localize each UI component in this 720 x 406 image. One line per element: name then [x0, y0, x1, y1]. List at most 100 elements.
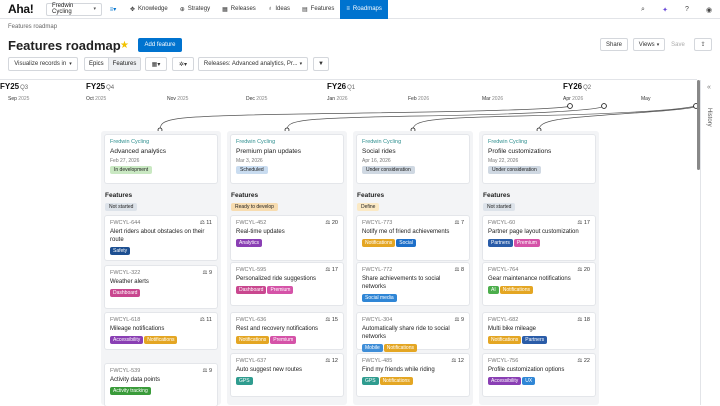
feature-name: Multi bike mileage: [488, 326, 537, 332]
feature-tag[interactable]: Premium: [267, 286, 294, 294]
feature-tag[interactable]: Notifications: [236, 336, 270, 344]
feature-card[interactable]: FWCYL-485 ⚖ 12 Find my friends while ridin…: [357, 354, 469, 396]
favorite-star-icon[interactable]: ★: [120, 40, 129, 51]
feature-card[interactable]: FWCYL-304 ⚖ 9 Automatically share ride to …: [357, 313, 469, 352]
workspace-selector[interactable]: Fredwin Cycling ▾: [46, 2, 102, 16]
nav-strategy[interactable]: ⊕ Strategy: [174, 0, 216, 19]
feature-tag[interactable]: GPS: [362, 377, 379, 385]
month-year: 2026: [492, 96, 504, 102]
vertical-scrollbar[interactable]: [697, 80, 700, 170]
help-icon[interactable]: ?: [685, 6, 689, 13]
filter-button[interactable]: ▼: [313, 57, 329, 71]
feature-tag[interactable]: Premium: [513, 239, 540, 247]
layout-dropdown[interactable]: ▦▾: [145, 57, 167, 71]
feature-ref: FWCYL-644: [110, 220, 141, 226]
score-badge: ⚖ 15: [325, 317, 338, 323]
breadcrumb[interactable]: Features roadmap: [8, 24, 58, 30]
feature-card[interactable]: FWCYL-682 ⚖ 18 Multi bike mileage Notificat…: [483, 313, 595, 349]
feature-name: Gear maintenance notifications: [488, 276, 571, 282]
lightbulb-icon: ♁: [267, 6, 273, 12]
ai-sparkle-icon[interactable]: ✦: [662, 6, 668, 14]
features-toggle[interactable]: Features: [107, 58, 141, 70]
top-navigation: Aha! Fredwin Cycling ▾ ≡▾ ✥ Knowledge ⊕ Str…: [0, 0, 720, 19]
export-button[interactable]: ⇪: [694, 38, 712, 51]
month-year: 2026: [572, 96, 584, 102]
epics-toggle[interactable]: Epics: [89, 61, 104, 67]
score-icon: ⚖: [202, 368, 208, 374]
feature-ref: FWCYL-636: [236, 317, 267, 323]
month-label: Feb 2026: [408, 96, 429, 102]
feature-tag[interactable]: Analytics: [236, 239, 263, 247]
feature-card[interactable]: FWCYL-773 ⚖ 7 Notify me of friend achievem…: [357, 216, 469, 260]
share-button[interactable]: Share: [600, 38, 628, 51]
feature-tag[interactable]: Premium: [270, 336, 297, 344]
release-card[interactable]: Fredwin Cycling Premium plan updates Mar 3…: [231, 135, 343, 183]
collapse-chevron-icon[interactable]: «: [707, 84, 711, 91]
feature-tag[interactable]: AI: [488, 286, 499, 294]
feature-card[interactable]: FWCYL-636 ⚖ 15 Rest and recovery notificat…: [231, 313, 343, 349]
nav-roadmaps[interactable]: ≡ Roadmaps: [340, 0, 388, 19]
user-avatar[interactable]: ◉: [705, 6, 713, 14]
feature-card[interactable]: FWCYL-595 ⚖ 17 Personalized ride suggestio…: [231, 263, 343, 305]
feature-card[interactable]: FWCYL-637 ⚖ 12 Auto suggest new routes GPS: [231, 354, 343, 396]
month-name: Dec: [246, 96, 255, 102]
fiscal-quarter-label: FY25Q4: [86, 82, 114, 91]
feature-tag[interactable]: Partners: [522, 336, 548, 344]
feature-tag[interactable]: Notifications: [144, 336, 178, 344]
feature-tag[interactable]: Notifications: [499, 286, 533, 294]
release-card[interactable]: Fredwin Cycling Social rides Apr 16, 2026 U…: [357, 135, 469, 183]
nav-label: Features: [310, 6, 335, 12]
save-button[interactable]: Save: [667, 38, 689, 51]
feature-tag[interactable]: Dashboard: [110, 289, 141, 297]
feature-card[interactable]: FWCYL-764 ⚖ 20 Gear maintenance notificati…: [483, 263, 595, 305]
feature-tag[interactable]: Dashboard: [236, 286, 267, 294]
feature-tag[interactable]: Notifications: [362, 239, 396, 247]
menu-toggle[interactable]: ≡▾: [102, 3, 124, 16]
history-panel[interactable]: « History: [700, 80, 720, 405]
feature-tags: Notifications Partners: [488, 333, 590, 344]
feature-tag[interactable]: Accessibility: [488, 377, 522, 385]
add-feature-button[interactable]: Add feature: [138, 38, 182, 52]
visualize-records-dropdown[interactable]: Visualize records in ▾: [8, 57, 78, 71]
views-button[interactable]: Views ▾: [633, 38, 665, 51]
feature-tag[interactable]: Activity tracking: [110, 387, 151, 395]
release-card[interactable]: Fredwin Cycling Profile customizations May…: [483, 135, 595, 183]
feature-card[interactable]: FWCYL-644 ⚖ 11 Alert riders about obstacle…: [105, 216, 217, 260]
score-icon: ⚖: [199, 220, 205, 226]
feature-tag[interactable]: Social media: [362, 294, 397, 302]
feature-tag[interactable]: Mobile: [362, 344, 383, 352]
nav-features[interactable]: ▤ Features: [296, 0, 340, 19]
settings-dropdown[interactable]: ✲▾: [172, 57, 194, 71]
feature-tag[interactable]: Social: [396, 239, 416, 247]
search-icon[interactable]: ⌕: [641, 5, 645, 13]
aha-logo[interactable]: Aha!: [8, 2, 34, 16]
connector-advanced-analytics: [159, 105, 571, 131]
feature-tags: GPS Notifications: [362, 374, 464, 385]
feature-tag[interactable]: Notifications: [379, 377, 413, 385]
feature-tag[interactable]: Safety: [110, 247, 131, 255]
feature-tag[interactable]: Accessibility: [110, 336, 144, 344]
release-workspace: Fredwin Cycling: [236, 139, 276, 145]
release-card[interactable]: Fredwin Cycling Advanced analytics Feb 27,…: [105, 135, 217, 183]
feature-card[interactable]: FWCYL-756 ⚖ 22 Profile customization optio…: [483, 354, 595, 396]
feature-tag[interactable]: Partners: [488, 239, 513, 247]
feature-tag[interactable]: Notifications: [383, 344, 417, 352]
feature-card[interactable]: FWCYL-772 ⚖ 8 Share achievements to social…: [357, 263, 469, 305]
releases-filter[interactable]: Releases: Advanced analytics, Pr... ▾: [198, 57, 308, 71]
features-icon: ▤: [302, 6, 308, 13]
feature-tag[interactable]: UX: [522, 377, 536, 385]
feature-tag[interactable]: GPS: [236, 377, 253, 385]
feature-tag[interactable]: Notifications: [488, 336, 522, 344]
feature-tags: Accessibility Notifications: [110, 333, 212, 344]
feature-card[interactable]: FWCYL-618 ⚖ 11 Mileage notifications Access…: [105, 313, 217, 349]
nav-releases[interactable]: ▦ Releases: [216, 0, 262, 19]
feature-card[interactable]: FWCYL-322 ⚖ 9 Weather alerts Dashboard: [105, 266, 217, 308]
feature-card[interactable]: FWCYL-539 ⚖ 9 Activity data points Activity…: [105, 364, 217, 406]
score-icon: ⚖: [325, 358, 331, 364]
nav-ideas[interactable]: ♁ Ideas: [262, 0, 296, 19]
feature-card[interactable]: FWCYL-60 ⚖ 17 Partner page layout customiz…: [483, 216, 595, 260]
feature-card[interactable]: FWCYL-452 ⚖ 20 Real-time updates Analytics: [231, 216, 343, 260]
nav-label: Knowledge: [138, 6, 168, 12]
score-value: 11: [206, 220, 212, 226]
nav-knowledge[interactable]: ✥ Knowledge: [124, 0, 174, 19]
